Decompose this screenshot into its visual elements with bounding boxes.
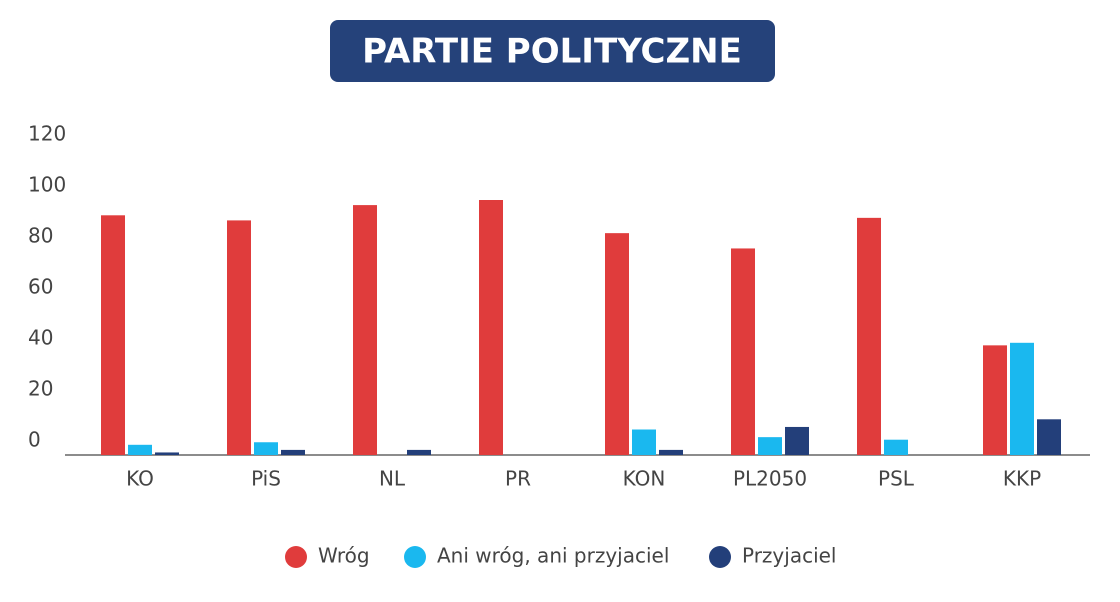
bar (983, 345, 1007, 455)
x-tick-label: NL (379, 467, 406, 491)
y-tick-label: 60 (28, 275, 53, 299)
bar (227, 220, 251, 455)
bar (632, 429, 656, 455)
y-tick-label: 100 (28, 173, 66, 197)
legend-marker (404, 546, 426, 568)
y-tick-label: 80 (28, 224, 53, 248)
bar (1037, 419, 1061, 455)
bar (884, 439, 908, 455)
bar (731, 248, 755, 455)
y-tick-label: 120 (28, 122, 66, 146)
bar (281, 449, 305, 455)
y-tick-label: 40 (28, 326, 53, 350)
legend-marker (709, 546, 731, 568)
x-tick-label: PSL (878, 467, 915, 491)
x-tick-label: KKP (1003, 467, 1041, 491)
bar (785, 426, 809, 455)
legend-marker (285, 546, 307, 568)
y-tick-label: 20 (28, 377, 53, 401)
bar (1010, 342, 1034, 455)
bar (659, 449, 683, 455)
bar (407, 449, 431, 455)
legend-label: Przyjaciel (742, 544, 837, 568)
bar (128, 444, 152, 455)
legend-label: Wróg (318, 544, 370, 568)
bar (605, 233, 629, 455)
x-tick-label: KON (623, 467, 666, 491)
bar (758, 437, 782, 455)
chart-title: PARTIE POLITYCZNE (362, 32, 742, 72)
x-tick-label: PL2050 (733, 467, 807, 491)
y-tick-label: 0 (28, 428, 41, 452)
bar (857, 217, 881, 455)
bar (254, 442, 278, 455)
bar (101, 215, 125, 455)
bar (479, 200, 503, 455)
x-tick-label: KO (126, 467, 154, 491)
bar (353, 205, 377, 455)
bar (155, 452, 179, 455)
x-tick-label: PR (505, 467, 531, 491)
title-box (330, 20, 775, 82)
x-tick-label: PiS (251, 467, 281, 491)
legend-label: Ani wróg, ani przyjaciel (437, 544, 669, 568)
